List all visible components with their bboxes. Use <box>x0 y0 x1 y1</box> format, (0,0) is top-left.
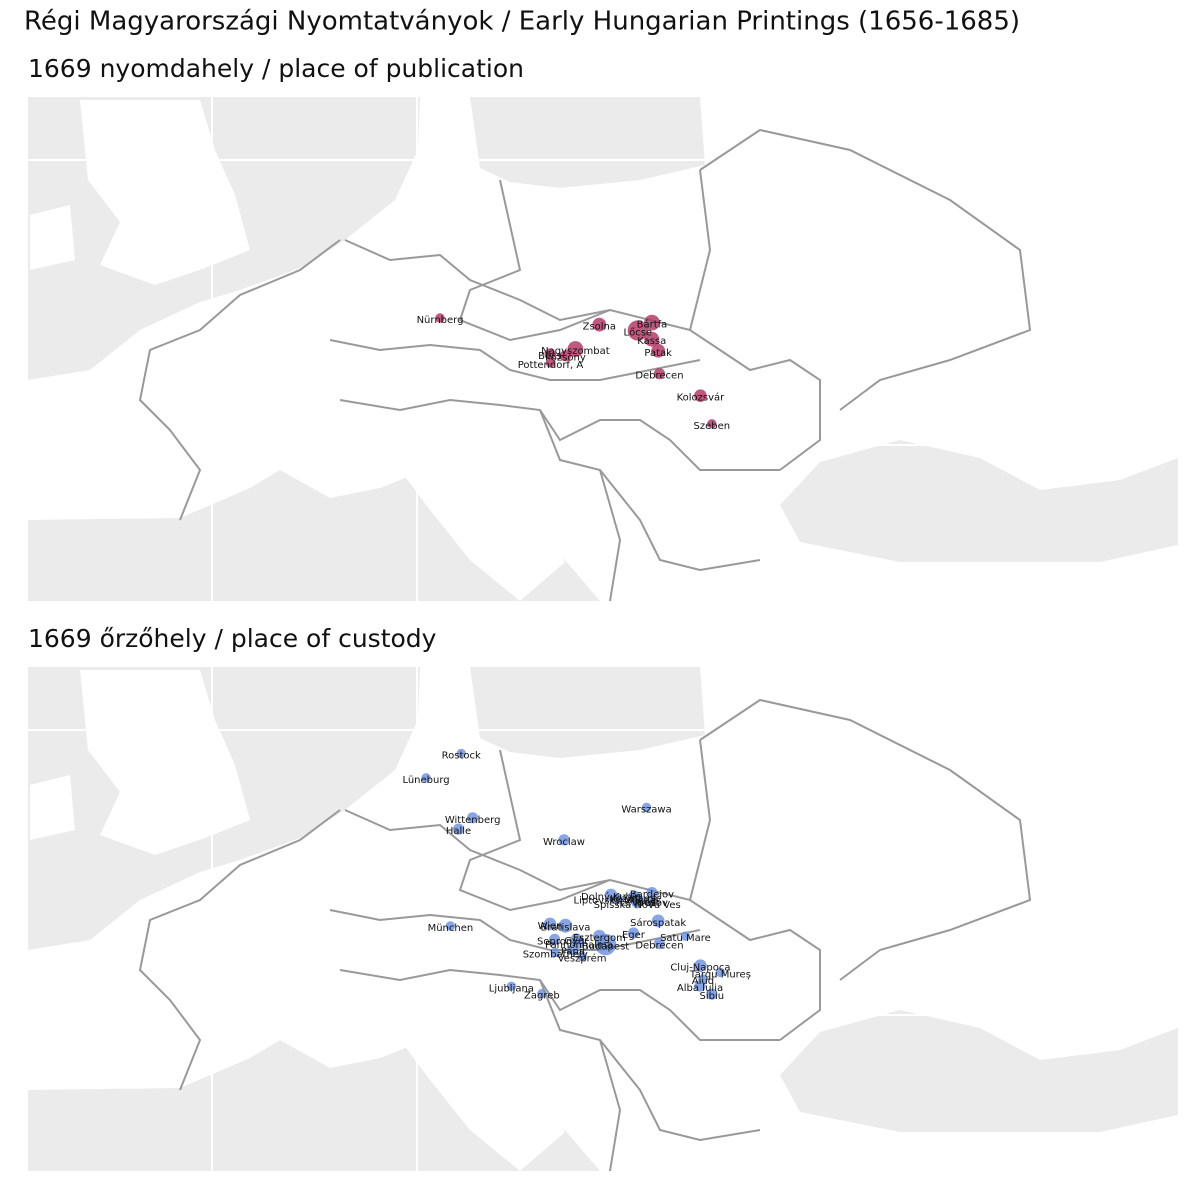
place-marker <box>641 802 652 813</box>
place-marker <box>611 893 624 905</box>
place-label: Sárospatak <box>630 917 686 929</box>
place-label: Liptovský Mikuláš <box>574 895 662 907</box>
place-marker <box>694 959 707 973</box>
place-label: München <box>428 923 474 934</box>
place-label: Spišská Nová Ves <box>594 899 681 911</box>
place-label: Cluj-Napoca <box>670 963 730 974</box>
place-label: Pottendorf, A <box>518 360 584 371</box>
place-marker <box>558 834 570 846</box>
place-label: Wroclaw <box>543 837 585 848</box>
place-marker <box>651 914 665 928</box>
place-label: Ljubljana <box>489 983 534 994</box>
place-marker <box>645 895 657 907</box>
place-label: Warszawa <box>621 804 671 815</box>
place-label: Budapest <box>582 942 629 953</box>
place-label: Pápa <box>561 945 585 957</box>
place-marker <box>680 931 691 941</box>
place-label: Zsolna <box>583 322 616 333</box>
place-label: Bardejov <box>630 890 674 901</box>
page-title: Régi Magyarországi Nyomtatványok / Early… <box>24 7 1020 37</box>
place-label: Győr <box>564 935 589 947</box>
place-label: Satu Mare <box>660 933 711 944</box>
place-marker <box>577 951 587 962</box>
place-label: Halle <box>446 826 471 837</box>
place-label: Kežmarok <box>610 893 659 905</box>
place-label: Prešov <box>635 897 668 909</box>
place-marker <box>467 812 479 824</box>
place-label: Alba Iulia <box>677 983 723 994</box>
place-marker <box>631 897 643 909</box>
place-marker <box>644 331 660 347</box>
place-label: Dolný Kubín <box>581 891 641 903</box>
place-marker <box>646 887 658 899</box>
place-marker <box>653 368 666 380</box>
place-marker <box>694 980 706 992</box>
place-label: Sibiu <box>700 991 725 1002</box>
place-label: Bratislava <box>540 923 590 934</box>
place-marker <box>694 389 707 403</box>
place-label: Sopron <box>537 936 572 947</box>
place-marker <box>558 918 573 933</box>
place-label: Patak <box>644 348 672 359</box>
place-label: Veszprém <box>558 952 607 964</box>
place-marker <box>456 748 466 759</box>
place-label: Pannonhalma <box>545 940 613 951</box>
place-label: Esztergom <box>573 933 626 944</box>
place-label: Eger <box>622 930 646 941</box>
place-label: Szombathely <box>523 949 588 960</box>
place-marker <box>653 938 666 950</box>
place-marker <box>435 313 445 323</box>
place-label: Bécs <box>538 350 562 362</box>
panel-title: 1669 nyomdahely / place of publication <box>28 54 524 83</box>
basemap <box>27 666 1179 1172</box>
place-marker <box>548 933 561 945</box>
place-marker <box>567 943 579 956</box>
place-marker <box>545 358 556 368</box>
place-marker <box>421 773 431 783</box>
place-marker <box>715 967 726 978</box>
place-label: Debrecen <box>635 371 683 382</box>
place-label: Târgu Mureș <box>689 968 751 980</box>
place-label: Wittenberg <box>445 815 501 826</box>
place-label: Zagreb <box>524 991 560 1002</box>
panel-title: 1669 őrzőhely / place of custody <box>28 624 437 653</box>
place-label: Debrecen <box>635 941 683 952</box>
place-marker <box>707 419 717 429</box>
place-label: Aiud <box>692 976 714 987</box>
place-label: Kolozsvár <box>677 392 726 404</box>
place-marker <box>543 917 557 931</box>
place-label: Levoča <box>620 896 655 908</box>
place-marker <box>544 348 556 360</box>
place-label: Lőcse <box>624 326 653 338</box>
place-marker <box>570 933 582 945</box>
place-label: Bártfa <box>637 319 668 331</box>
place-marker <box>594 933 617 956</box>
place-marker <box>567 341 584 357</box>
place-marker <box>445 921 456 931</box>
place-label: Lüneburg <box>402 775 449 786</box>
place-marker <box>550 947 560 958</box>
place-marker <box>627 927 640 939</box>
place-marker <box>706 988 718 1000</box>
place-label: Nagyszombat <box>541 346 610 357</box>
place-marker <box>452 823 465 835</box>
place-label: Pozsony <box>545 353 586 364</box>
place-label: Kassa <box>637 336 666 347</box>
place-marker <box>506 981 517 992</box>
place-marker <box>627 320 648 341</box>
place-label: Rostock <box>442 750 481 761</box>
place-marker <box>644 314 660 331</box>
place-label: Wien <box>538 921 563 932</box>
place-marker <box>559 350 572 362</box>
place-label: Nürnberg <box>417 315 464 326</box>
place-marker <box>537 988 547 999</box>
place-label: Szeben <box>694 421 731 432</box>
place-marker <box>592 317 607 332</box>
place-marker <box>651 343 666 358</box>
